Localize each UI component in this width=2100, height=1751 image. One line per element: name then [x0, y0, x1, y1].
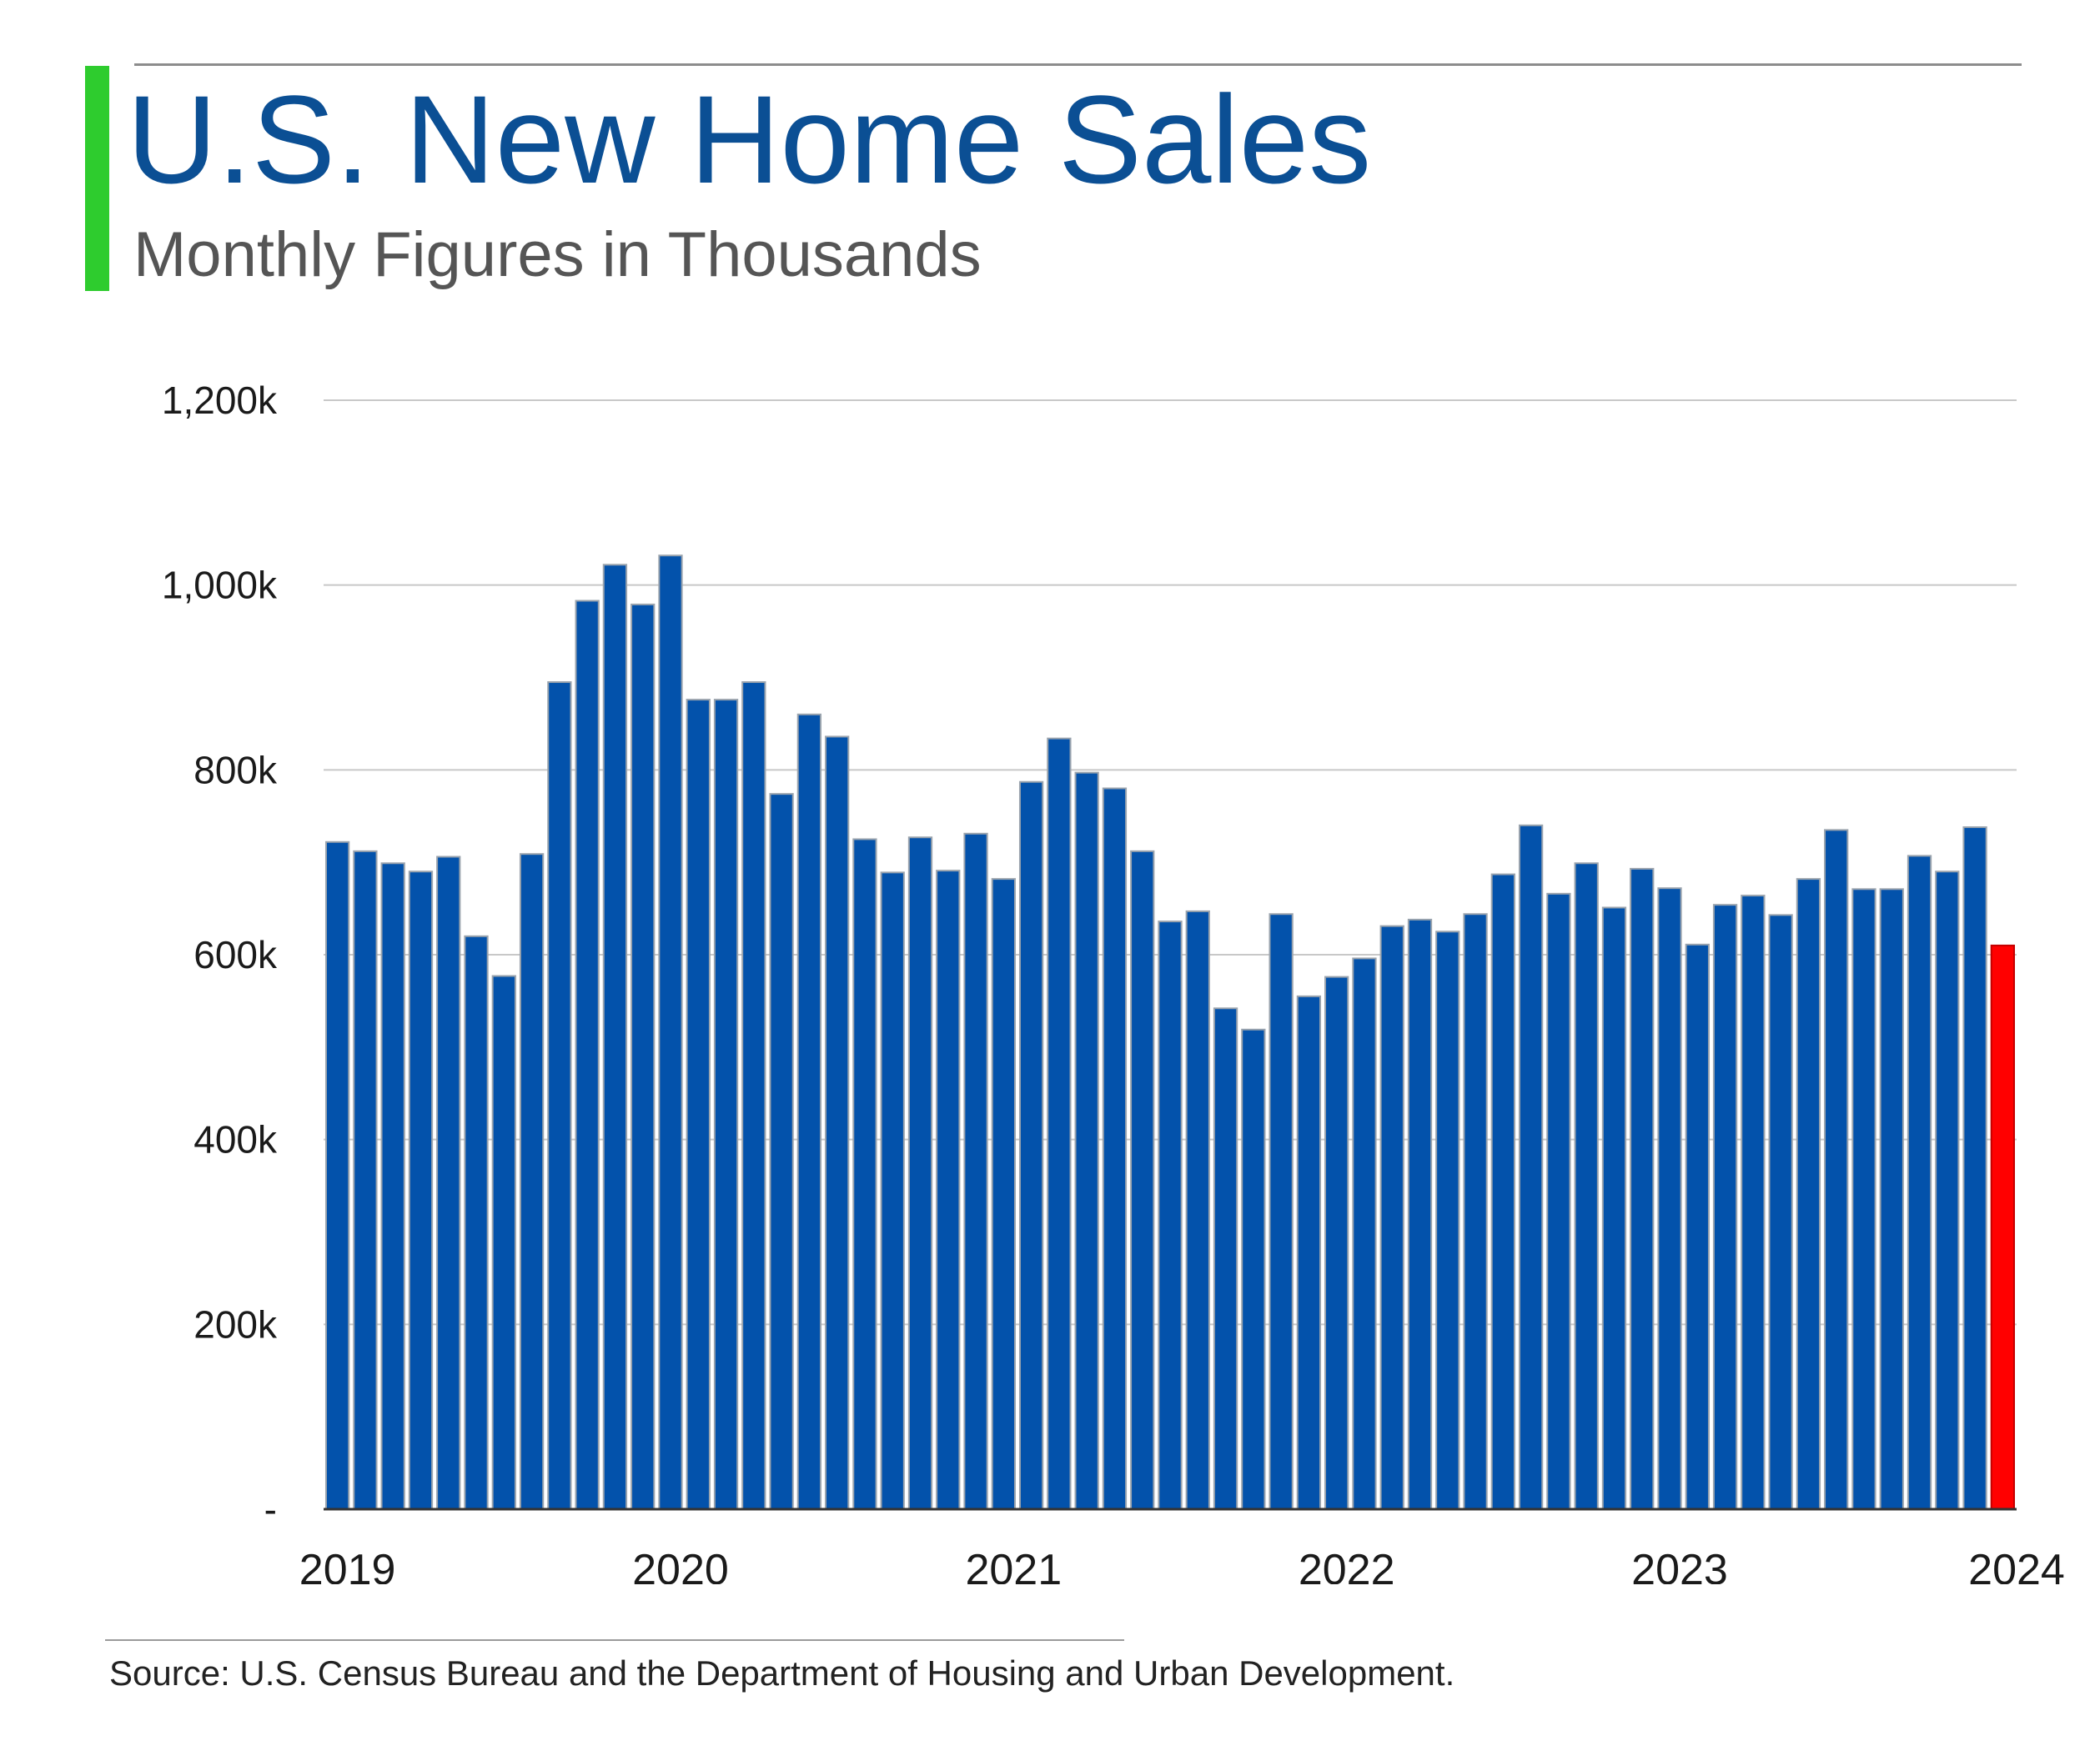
- bar-2019-04: [408, 870, 434, 1510]
- bar-2023-07: [1824, 829, 1849, 1510]
- y-tick-label: 800k: [193, 748, 278, 791]
- bar-2023-11: [1935, 870, 1960, 1510]
- bar-2023-03: [1712, 904, 1738, 1510]
- bar-2020-12: [963, 832, 988, 1510]
- bar-2019-10: [575, 600, 600, 1511]
- bar-2020-05: [769, 793, 794, 1510]
- bar-2023-12: [1962, 826, 1987, 1510]
- bar-2021-06: [1130, 850, 1155, 1510]
- x-tick-label: 2019: [299, 1546, 396, 1584]
- bar-2019-09: [547, 681, 572, 1510]
- top-rule: [134, 63, 2022, 66]
- bar-2022-11: [1601, 906, 1627, 1510]
- x-axis-tick-labels: 2019 2020 2021 2022 2023 2024: [299, 1546, 2065, 1584]
- bar-2019-05: [436, 855, 461, 1510]
- bar-2022-09: [1546, 892, 1571, 1510]
- y-tick-label: 600k: [193, 933, 278, 976]
- x-tick-label: 2020: [632, 1546, 729, 1584]
- y-tick-label: 200k: [193, 1302, 278, 1346]
- bar-2021-01: [991, 878, 1016, 1510]
- bar-2020-07: [825, 735, 850, 1510]
- bar-2022-06: [1463, 913, 1488, 1510]
- y-tick-label: 1,200k: [162, 379, 278, 422]
- bar-2022-01: [1324, 976, 1349, 1510]
- bar-2019-02: [353, 850, 378, 1510]
- bar-2021-09: [1213, 1007, 1238, 1510]
- bar-2021-02: [1018, 780, 1044, 1510]
- bar-2023-09: [1879, 888, 1904, 1510]
- bar-2021-07: [1158, 921, 1183, 1510]
- bar-2020-03: [713, 699, 739, 1511]
- bar-2023-10: [1907, 855, 1932, 1510]
- bar-2023-04: [1741, 895, 1766, 1510]
- bar-2019-08: [519, 853, 545, 1510]
- bar-2022-04: [1407, 918, 1433, 1510]
- bars: [324, 554, 2016, 1511]
- bar-2020-04: [741, 681, 766, 1510]
- bar-2021-11: [1269, 913, 1294, 1510]
- bar-2020-11: [936, 870, 961, 1510]
- bar-2021-03: [1047, 737, 1072, 1510]
- source-note: Source: U.S. Census Bureau and the Depar…: [109, 1653, 1455, 1693]
- source-rule: [105, 1639, 1124, 1641]
- bar-2019-12: [631, 603, 656, 1511]
- x-tick-label: 2022: [1299, 1546, 1395, 1584]
- bar-2020-01: [658, 554, 683, 1511]
- bar-2019-11: [602, 564, 628, 1510]
- bar-2021-08: [1185, 910, 1210, 1510]
- chart-title: U.S. New Home Sales: [127, 69, 1372, 209]
- y-tick-label: 400k: [193, 1118, 278, 1161]
- bar-2020-08: [852, 838, 877, 1510]
- bar-2019-06: [464, 935, 489, 1510]
- bar-2020-06: [796, 713, 822, 1511]
- bar-2019-03: [380, 862, 405, 1510]
- bar-2023-08: [1851, 888, 1876, 1510]
- bar-2024-01: [1990, 944, 2016, 1510]
- bar-2022-12: [1630, 867, 1655, 1510]
- chart-subtitle: Monthly Figures in Thousands: [133, 219, 982, 290]
- bar-2020-09: [880, 871, 905, 1510]
- y-tick-label: 1,000k: [162, 564, 278, 607]
- bar-2019-07: [491, 975, 516, 1510]
- bar-2022-02: [1352, 957, 1377, 1510]
- bar-2023-01: [1657, 887, 1682, 1510]
- bar-2021-04: [1074, 771, 1099, 1510]
- x-tick-label: 2021: [965, 1546, 1062, 1584]
- bar-2020-02: [686, 699, 711, 1511]
- bar-2023-05: [1768, 914, 1793, 1510]
- bar-2022-07: [1490, 873, 1515, 1510]
- y-tick-label: -: [264, 1488, 277, 1531]
- accent-bar: [85, 66, 109, 291]
- bar-2022-05: [1435, 931, 1460, 1510]
- bar-2021-10: [1241, 1028, 1266, 1510]
- bar-2021-12: [1296, 995, 1322, 1510]
- bar-2022-08: [1518, 824, 1544, 1510]
- y-axis-tick-labels: - 200k 400k 600k 800k 1,000k 1,200k: [162, 379, 278, 1531]
- bar-2022-03: [1379, 925, 1404, 1510]
- x-tick-label: 2023: [1631, 1546, 1728, 1584]
- bar-2020-10: [907, 836, 933, 1510]
- bar-2022-10: [1574, 862, 1599, 1510]
- bar-2019-01: [324, 840, 350, 1510]
- bar-2023-06: [1796, 878, 1821, 1510]
- x-tick-label: 2024: [1968, 1546, 2065, 1584]
- bar-2021-05: [1102, 787, 1128, 1510]
- bar-2023-02: [1685, 943, 1710, 1510]
